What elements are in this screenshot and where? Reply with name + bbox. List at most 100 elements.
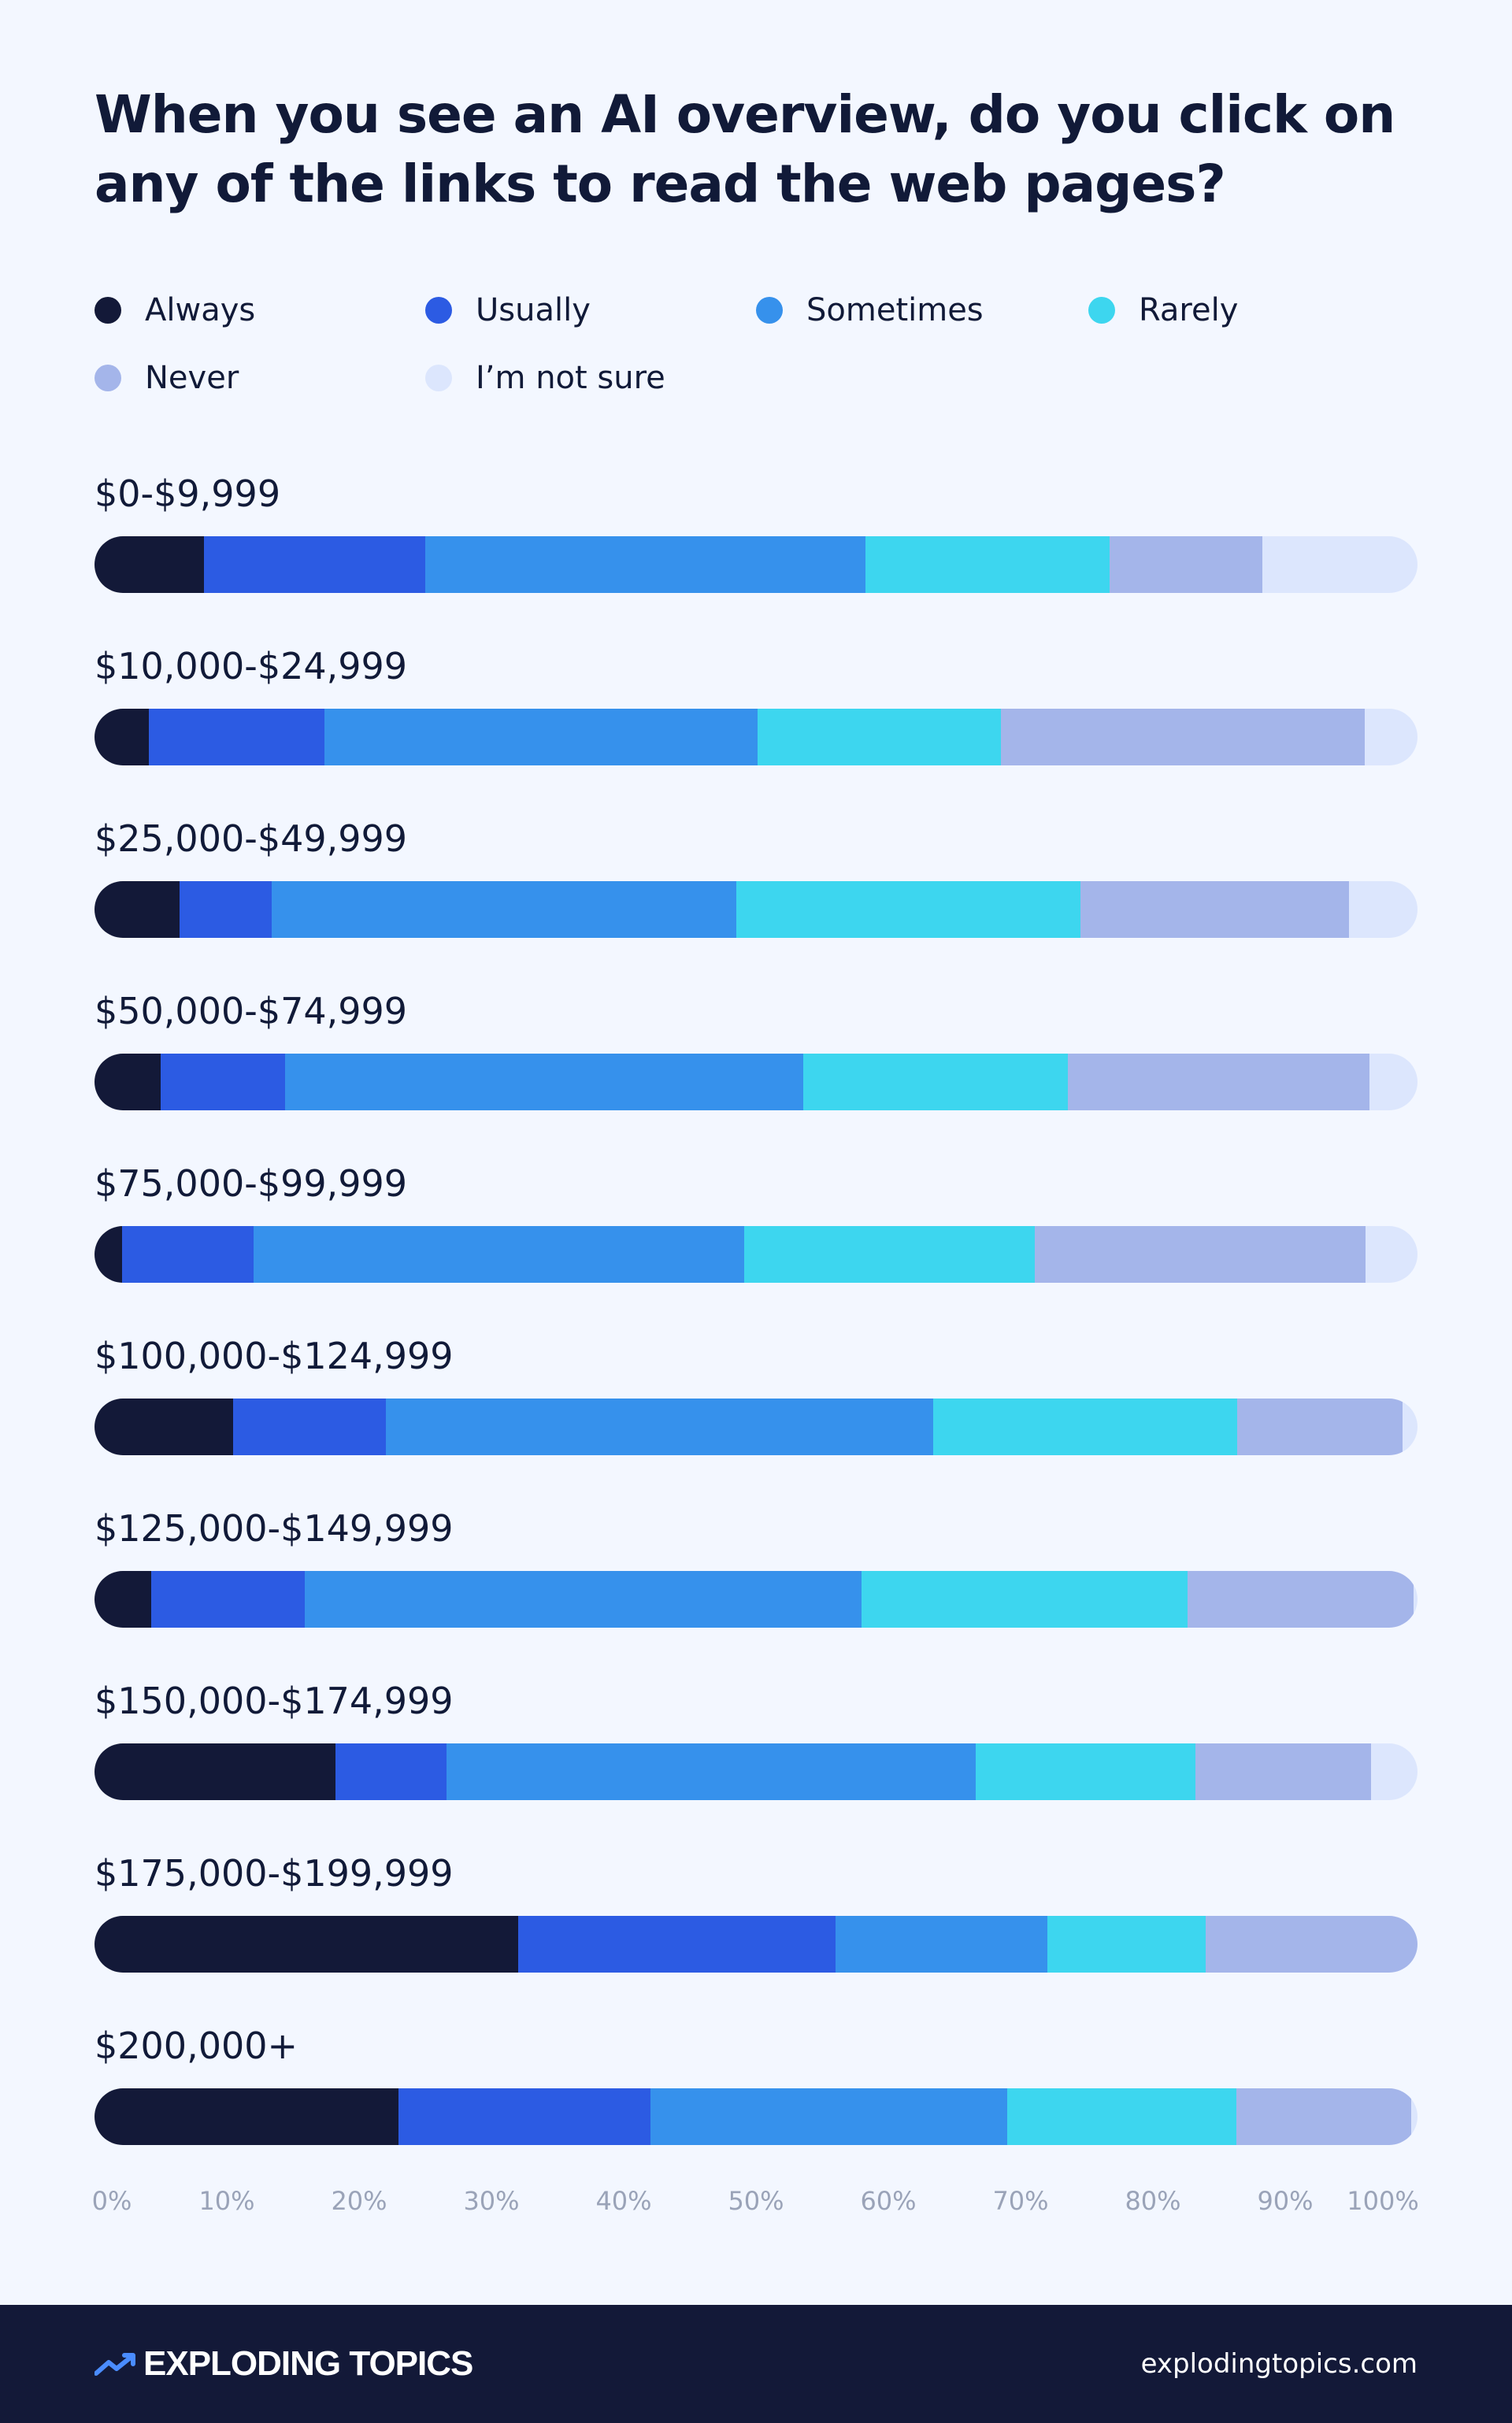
legend-label: I’m not sure	[476, 360, 665, 396]
brand-logo[interactable]: EXPLODING TOPICS	[94, 2305, 473, 2423]
stacked-bar	[94, 1571, 1418, 1628]
bar-segment-i-m-not-sure[interactable]	[1364, 709, 1418, 765]
bar-segment-usually[interactable]	[398, 2088, 650, 2145]
stacked-bar	[94, 2088, 1418, 2145]
bar-segment-usually[interactable]	[335, 1743, 447, 1800]
stacked-bar	[94, 1054, 1418, 1110]
bar-segment-sometimes[interactable]	[446, 1743, 976, 1800]
bar-segment-rarely[interactable]	[933, 1399, 1238, 1455]
bar-segment-always[interactable]	[94, 1054, 161, 1110]
bar-segment-always[interactable]	[94, 881, 180, 938]
bar-segment-never[interactable]	[1109, 536, 1263, 593]
legend-item-rarely: Rarely	[1088, 287, 1238, 334]
bar-segment-usually[interactable]	[151, 1571, 306, 1628]
bar-segment-rarely[interactable]	[803, 1054, 1069, 1110]
bar-segment-never[interactable]	[1195, 1743, 1372, 1800]
trend-arrow-icon	[94, 2353, 135, 2376]
bar-segment-never[interactable]	[1187, 1571, 1414, 1628]
bar-segment-i-m-not-sure[interactable]	[1369, 1054, 1418, 1110]
bar-segment-sometimes[interactable]	[272, 881, 736, 938]
legend-swatch	[425, 365, 452, 391]
bar-segment-i-m-not-sure[interactable]	[1366, 1226, 1418, 1283]
x-tick-label: 30%	[463, 2186, 520, 2216]
chart-title: When you see an AI overview, do you clic…	[94, 84, 1395, 214]
bar-segment-i-m-not-sure[interactable]	[1410, 2088, 1418, 2145]
legend-label: Sometimes	[806, 292, 984, 328]
bar-segment-always[interactable]	[94, 1226, 123, 1283]
legend-swatch	[425, 297, 452, 324]
stacked-bar	[94, 1226, 1418, 1283]
bar-segment-sometimes[interactable]	[305, 1571, 862, 1628]
bar-segment-i-m-not-sure[interactable]	[1413, 1571, 1418, 1628]
x-tick-label: 0%	[91, 2186, 132, 2216]
x-tick-label: 80%	[1125, 2186, 1181, 2216]
legend-swatch	[94, 365, 121, 391]
bar-segment-always[interactable]	[94, 1743, 335, 1800]
bar-segment-i-m-not-sure[interactable]	[1403, 1399, 1418, 1455]
legend-item-always: Always	[94, 287, 255, 334]
legend-swatch	[94, 297, 121, 324]
bar-segment-never[interactable]	[1206, 1916, 1418, 1973]
bar-segment-usually[interactable]	[233, 1399, 386, 1455]
bar-segment-usually[interactable]	[122, 1226, 254, 1283]
category-label: $125,000-$149,999	[94, 1507, 454, 1550]
category-label: $150,000-$174,999	[94, 1680, 454, 1722]
bar-segment-sometimes[interactable]	[424, 536, 866, 593]
bar-segment-rarely[interactable]	[865, 536, 1110, 593]
category-label: $200,000+	[94, 2025, 298, 2067]
bar-segment-usually[interactable]	[517, 1916, 836, 1973]
stacked-bar	[94, 1916, 1418, 1973]
category-label: $25,000-$49,999	[94, 817, 408, 860]
x-tick-label: 50%	[728, 2186, 784, 2216]
bar-segment-sometimes[interactable]	[324, 709, 758, 765]
bar-segment-never[interactable]	[1237, 1399, 1403, 1455]
x-tick-label: 20%	[331, 2186, 387, 2216]
stacked-bar	[94, 709, 1418, 765]
bar-segment-i-m-not-sure[interactable]	[1371, 1743, 1418, 1800]
bar-segment-never[interactable]	[1068, 1054, 1370, 1110]
category-label: $100,000-$124,999	[94, 1335, 454, 1377]
bar-segment-usually[interactable]	[179, 881, 272, 938]
bar-segment-sometimes[interactable]	[253, 1226, 744, 1283]
legend-swatch	[1088, 297, 1115, 324]
bar-segment-always[interactable]	[94, 1571, 152, 1628]
bar-segment-sometimes[interactable]	[650, 2088, 1008, 2145]
bar-segment-never[interactable]	[1236, 2088, 1411, 2145]
category-label: $75,000-$99,999	[94, 1162, 408, 1205]
bar-segment-i-m-not-sure[interactable]	[1262, 536, 1418, 593]
legend-label: Always	[145, 292, 256, 328]
stacked-bar	[94, 1399, 1418, 1455]
x-tick-label: 100%	[1347, 2186, 1419, 2216]
bar-segment-rarely[interactable]	[975, 1743, 1195, 1800]
bar-segment-rarely[interactable]	[1007, 2088, 1236, 2145]
bar-segment-always[interactable]	[94, 2088, 399, 2145]
stacked-bar	[94, 881, 1418, 938]
bar-segment-sometimes[interactable]	[835, 1916, 1047, 1973]
bar-segment-never[interactable]	[1035, 1226, 1366, 1283]
category-label: $50,000-$74,999	[94, 990, 408, 1032]
bar-segment-usually[interactable]	[161, 1054, 285, 1110]
bar-segment-never[interactable]	[1080, 881, 1349, 938]
bar-segment-sometimes[interactable]	[284, 1054, 804, 1110]
bar-segment-rarely[interactable]	[1047, 1916, 1206, 1973]
x-tick-label: 40%	[595, 2186, 652, 2216]
bar-segment-rarely[interactable]	[862, 1571, 1188, 1628]
x-tick-label: 90%	[1257, 2186, 1314, 2216]
bar-segment-always[interactable]	[94, 536, 205, 593]
site-url[interactable]: explodingtopics.com	[1140, 2348, 1418, 2380]
bar-segment-always[interactable]	[94, 709, 149, 765]
bar-segment-rarely[interactable]	[743, 1226, 1036, 1283]
bar-segment-sometimes[interactable]	[385, 1399, 934, 1455]
stacked-bar	[94, 1743, 1418, 1800]
category-label: $10,000-$24,999	[94, 645, 408, 687]
bar-segment-usually[interactable]	[148, 709, 325, 765]
bar-segment-never[interactable]	[1000, 709, 1365, 765]
category-label: $175,000-$199,999	[94, 1852, 454, 1895]
bar-segment-rarely[interactable]	[757, 709, 1001, 765]
bar-segment-always[interactable]	[94, 1399, 234, 1455]
legend-swatch	[756, 297, 783, 324]
bar-segment-rarely[interactable]	[736, 881, 1080, 938]
bar-segment-i-m-not-sure[interactable]	[1348, 881, 1418, 938]
bar-segment-always[interactable]	[94, 1916, 518, 1973]
bar-segment-usually[interactable]	[204, 536, 425, 593]
